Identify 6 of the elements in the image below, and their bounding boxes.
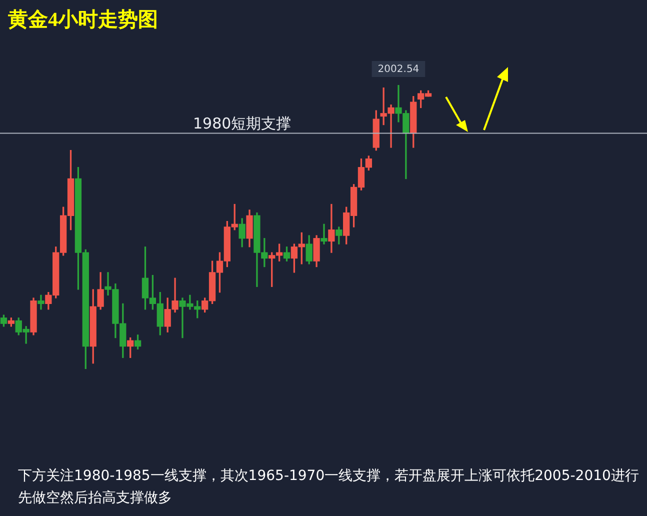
candlestick: [328, 204, 335, 253]
chart-title: 黄金4小时走势图: [8, 9, 158, 31]
ref-line-label: 1980短期支撑: [193, 114, 292, 132]
candlestick: [320, 224, 328, 244]
annotation: 2002.54: [378, 64, 420, 76]
text: 下方关注1980-1985一线支撑，其次1965-1970一线支撑，若开盘展开上涨可依托2005-2010进行先做空然后抬高支撑做多: [18, 467, 640, 508]
